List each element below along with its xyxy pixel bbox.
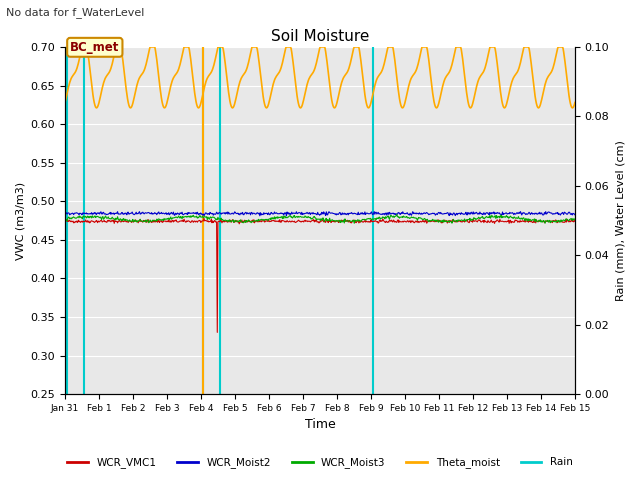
- Text: No data for f_WaterLevel: No data for f_WaterLevel: [6, 7, 145, 18]
- Text: BC_met: BC_met: [70, 41, 120, 54]
- Y-axis label: VWC (m3/m3): VWC (m3/m3): [15, 181, 25, 260]
- X-axis label: Time: Time: [305, 419, 335, 432]
- Y-axis label: Rain (mm), Water Level (cm): Rain (mm), Water Level (cm): [615, 140, 625, 301]
- Legend: WCR_VMC1, WCR_Moist2, WCR_Moist3, Theta_moist, Rain: WCR_VMC1, WCR_Moist2, WCR_Moist3, Theta_…: [63, 453, 577, 472]
- Title: Soil Moisture: Soil Moisture: [271, 29, 369, 44]
